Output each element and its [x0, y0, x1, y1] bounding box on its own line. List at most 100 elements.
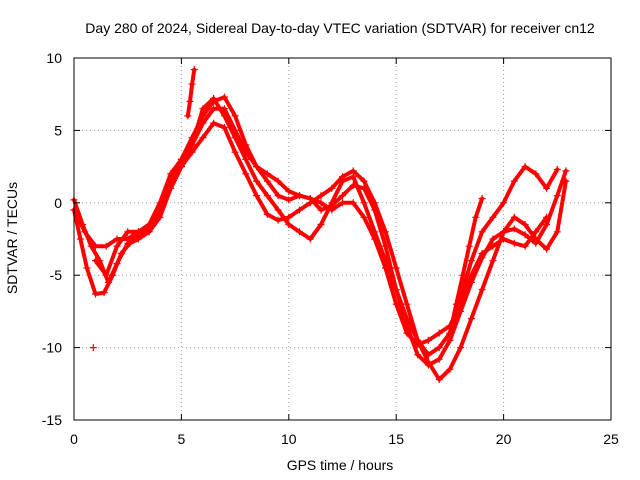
data-point — [274, 192, 282, 200]
data-point — [317, 206, 325, 214]
y-tick-label: -10 — [42, 340, 62, 356]
data-point — [328, 199, 336, 207]
series-trace — [185, 67, 197, 118]
data-point — [263, 210, 271, 218]
data-point — [177, 163, 185, 171]
data-point — [263, 170, 271, 178]
data-point — [167, 170, 175, 178]
data-point — [285, 221, 293, 228]
series-trace — [72, 95, 568, 367]
data-point — [296, 228, 303, 236]
y-axis-ticks: 10 5 0 -5 -10 -15 — [42, 50, 611, 428]
data-point — [435, 376, 443, 383]
data-point — [339, 177, 346, 185]
x-tick-label: 10 — [281, 431, 297, 447]
data-point — [296, 192, 303, 200]
data-point — [199, 105, 207, 113]
data-point — [543, 213, 551, 221]
data-point — [500, 199, 508, 207]
x-axis-ticks: 0 5 10 15 20 25 — [70, 58, 619, 447]
data-point — [403, 300, 411, 308]
data-point — [186, 97, 194, 105]
data-point — [306, 235, 314, 243]
data-point — [414, 336, 422, 344]
data-point — [435, 329, 443, 337]
data-point — [553, 228, 561, 236]
x-axis-label: GPS time / hours — [287, 457, 394, 473]
y-tick-label: 0 — [54, 195, 62, 211]
series-trace — [447, 196, 485, 336]
data-point — [317, 199, 325, 207]
data-point — [446, 329, 454, 337]
data-point — [184, 112, 192, 120]
data-point — [274, 216, 282, 224]
data-point — [446, 365, 454, 373]
data-point — [392, 264, 400, 272]
data-point — [446, 336, 454, 344]
data-point — [403, 315, 411, 323]
data-point — [124, 228, 132, 236]
data-point — [199, 134, 207, 142]
data-point — [510, 239, 518, 247]
data-point — [459, 271, 467, 279]
chart-title: Day 280 of 2024, Sidereal Day-to-day VTE… — [85, 20, 595, 36]
data-point — [92, 242, 99, 250]
data-point — [253, 163, 261, 171]
data-point — [210, 105, 218, 113]
data-points — [70, 66, 570, 383]
data-point — [113, 260, 121, 268]
data-point — [532, 239, 540, 247]
data-point — [465, 242, 473, 250]
data-point — [156, 206, 164, 214]
data-point — [360, 213, 368, 221]
data-point — [382, 242, 389, 250]
data-point — [263, 192, 271, 200]
data-point — [543, 221, 551, 228]
data-point — [478, 286, 486, 294]
data-point — [104, 278, 112, 286]
data-point — [231, 134, 239, 142]
y-tick-label: 5 — [54, 122, 62, 138]
data-point — [521, 221, 529, 228]
data-point — [457, 344, 465, 352]
plot-frame — [73, 57, 612, 421]
data-point — [113, 235, 121, 243]
data-point — [360, 177, 368, 185]
data-point — [102, 271, 110, 279]
data-point — [403, 329, 411, 337]
data-point — [92, 290, 99, 298]
data-point — [296, 206, 303, 214]
data-point — [188, 80, 196, 88]
data-point — [253, 177, 261, 185]
series-track-1 — [70, 119, 570, 383]
data-point — [435, 344, 443, 352]
data-point — [285, 196, 293, 204]
data-point — [89, 344, 97, 352]
data-point — [478, 195, 486, 202]
data-point — [478, 250, 486, 257]
data-point — [489, 235, 497, 243]
data-point — [500, 228, 508, 236]
series-spike-5.6h — [184, 66, 198, 120]
data-point — [435, 355, 443, 363]
data-point — [478, 228, 486, 236]
data-point — [188, 141, 196, 149]
y-tick-label: 10 — [46, 50, 62, 66]
data-point — [220, 93, 228, 101]
data-point — [510, 177, 518, 185]
data-point — [392, 300, 400, 308]
data-point — [145, 221, 153, 228]
data-point — [339, 199, 346, 207]
data-point — [100, 289, 108, 297]
data-point — [510, 225, 518, 233]
data-point — [553, 166, 561, 173]
data-point — [231, 112, 239, 120]
x-tick-label: 25 — [603, 431, 619, 447]
y-axis-label: SDTVAR / TECUs — [4, 182, 20, 294]
data-point — [414, 351, 422, 359]
x-tick-label: 5 — [178, 431, 186, 447]
data-point — [500, 235, 508, 243]
data-point — [521, 242, 529, 250]
data-point — [360, 199, 368, 207]
data-point — [274, 206, 282, 214]
